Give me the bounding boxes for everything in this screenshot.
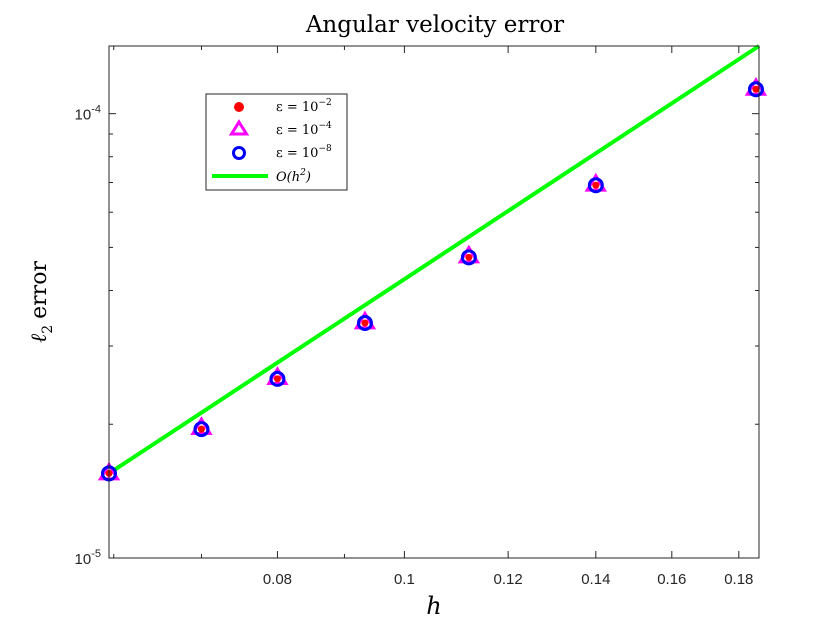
- y-axis-label-subscript: 2: [40, 325, 56, 334]
- marker-triangle: [584, 172, 608, 192]
- x-axis-label: h: [426, 592, 441, 620]
- x-tick-label: 0.1: [394, 571, 415, 588]
- reference-line: [107, 44, 761, 476]
- marker-circle: [587, 177, 604, 194]
- legend: ε = 10−2 ε = 10−4 ε = 10−8 O(h2): [205, 93, 348, 191]
- x-tick-label: 0.12: [494, 571, 523, 588]
- reference-line-group: [107, 44, 761, 476]
- y-tick-label: 10-4: [75, 104, 101, 124]
- y-tick-label: 10-5: [75, 548, 101, 568]
- marker-circle: [460, 249, 477, 266]
- legend-label-reference: O(h2): [276, 168, 311, 185]
- marker-circle: [747, 81, 764, 98]
- legend-label-eps-8: ε = 10−8: [276, 144, 332, 161]
- marker-triangle: [353, 310, 377, 330]
- x-tick-labels: 0.08 0.1 0.12 0.14 0.16 0.18: [263, 571, 754, 588]
- x-tick-label: 0.18: [724, 571, 753, 588]
- marker-circle: [356, 314, 373, 331]
- marker-filled-circle: [465, 253, 473, 261]
- plot-frame: [108, 45, 760, 559]
- marker-filled-circle: [361, 319, 369, 327]
- x-tick-label: 0.08: [263, 571, 292, 588]
- legend-label-eps-4: ε = 10−4: [276, 121, 332, 138]
- legend-label-eps-2: ε = 10−2: [276, 98, 332, 115]
- marker-triangle: [266, 366, 289, 386]
- marker-filled-circle: [752, 85, 760, 93]
- legend-marker-triangle: [228, 119, 250, 136]
- marker-filled-circle: [592, 181, 600, 189]
- y-axis-label: ℓ2 error: [27, 261, 56, 343]
- x-tick-label: 0.16: [657, 571, 686, 588]
- x-tick-label: 0.14: [581, 571, 610, 588]
- marker-triangle: [457, 244, 481, 264]
- svg-text:ℓ2error: ℓ2 error: [27, 261, 56, 343]
- data-markers: [97, 76, 768, 482]
- marker-circle: [193, 421, 210, 438]
- legend-marker-circle: [232, 146, 246, 160]
- y-axis-label-word: error: [27, 261, 52, 319]
- y-tick-labels: 10-5 10-4: [75, 104, 101, 568]
- marker-filled-circle: [273, 375, 281, 383]
- marker-filled-circle: [197, 425, 205, 433]
- chart-title: Angular velocity error: [305, 12, 564, 38]
- legend-marker-filled-circle: [234, 102, 244, 112]
- marker-circle: [269, 370, 286, 387]
- y-axis-label-symbol: ℓ: [27, 333, 52, 343]
